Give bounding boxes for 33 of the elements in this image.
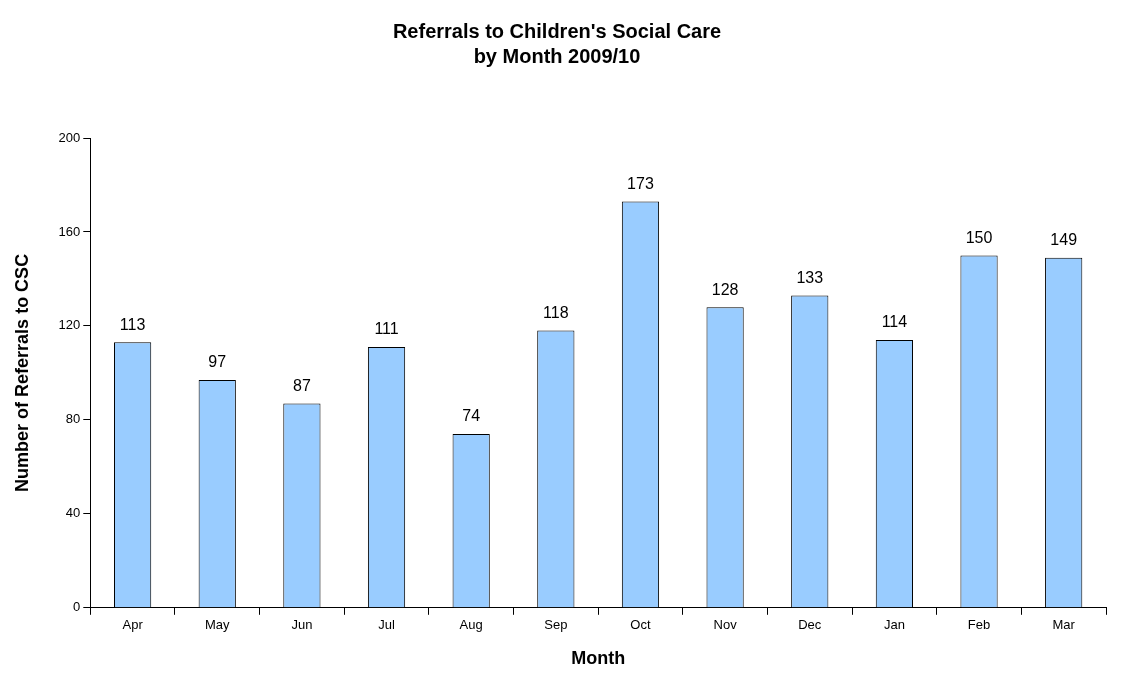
x-tick-label: Apr (122, 617, 144, 633)
chart-title: Referrals to Children's Social Care by Month 2009/10 (392, 20, 722, 68)
data-label: 87 (293, 376, 311, 394)
x-tick-label: Dec (798, 617, 822, 633)
x-tick-label: Jul (378, 617, 395, 633)
data-label: 173 (627, 174, 654, 192)
data-label: 111 (374, 320, 399, 338)
data-label: 133 (796, 268, 824, 286)
x-tick-label: Mar (1052, 617, 1076, 633)
x-tick-label: Nov (713, 617, 738, 633)
data-label: 118 (543, 304, 569, 322)
x-tick-label: Aug (459, 617, 483, 633)
data-label: 150 (965, 228, 993, 246)
data-label: 74 (462, 407, 481, 425)
x-tick-label: Sep (544, 617, 568, 633)
y-tick-label: 200 (58, 129, 81, 145)
x-axis-title: Month (571, 648, 626, 669)
y-tick-label: 40 (65, 505, 81, 521)
data-label: 97 (208, 353, 227, 371)
x-tick-label: Jun (291, 617, 313, 633)
data-label: 128 (711, 280, 739, 298)
y-tick-label: 120 (58, 317, 81, 333)
x-tick-label: Oct (630, 617, 651, 633)
y-tick-label: 80 (65, 411, 81, 427)
data-label: 149 (1050, 231, 1078, 249)
x-tick-label: Feb (967, 617, 991, 633)
data-label: 113 (119, 315, 146, 333)
y-tick-label: 0 (73, 599, 81, 615)
y-axis-title: Number of Referrals to CSC (11, 253, 32, 492)
x-tick-label: May (204, 617, 231, 633)
y-tick-label: 160 (58, 223, 81, 239)
x-tick-label: Jan (883, 617, 905, 633)
data-label: 114 (881, 313, 908, 331)
